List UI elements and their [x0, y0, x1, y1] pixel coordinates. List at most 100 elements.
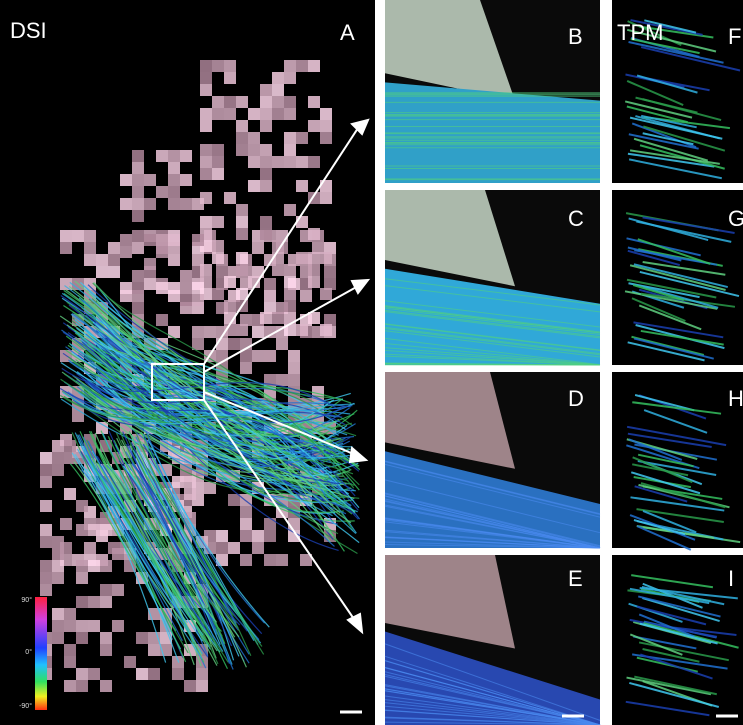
tissue-pixel — [132, 174, 144, 186]
colorbar-label: 90° — [21, 596, 32, 604]
tissue-pixel — [308, 228, 320, 240]
tissue-pixel — [100, 584, 112, 596]
tissue-pixel — [260, 156, 272, 168]
tissue-pixel — [284, 156, 296, 168]
tissue-pixel — [76, 500, 88, 512]
tissue-pixel — [76, 680, 88, 692]
panel-label: C — [568, 206, 584, 231]
tissue-pixel — [52, 572, 64, 584]
tissue-pixel — [84, 230, 96, 242]
tissue-pixel — [180, 270, 192, 282]
tissue-pixel — [100, 632, 112, 644]
tissue-pixel — [252, 542, 264, 554]
tissue-pixel — [264, 530, 276, 542]
tissue-pixel — [200, 120, 212, 132]
tissue-pixel — [144, 174, 156, 186]
tissue-pixel — [132, 162, 144, 174]
tissue-pixel — [296, 180, 308, 192]
tissue-pixel — [64, 644, 76, 656]
tissue-pixel — [204, 482, 216, 494]
tissue-pixel — [76, 524, 88, 536]
tissue-pixel — [84, 242, 96, 254]
tissue-pixel — [284, 288, 296, 300]
tissue-pixel — [40, 584, 52, 596]
panels-right — [385, 0, 743, 725]
tissue-pixel — [136, 632, 148, 644]
tissue-pixel — [308, 264, 320, 276]
tissue-pixel — [288, 374, 300, 386]
tissue-pixel — [184, 476, 196, 488]
tissue-pixel — [224, 300, 236, 312]
tissue-pixel — [284, 204, 296, 216]
tissue-pixel — [148, 668, 160, 680]
tissue-pixel — [224, 192, 236, 204]
tissue-pixel — [100, 596, 112, 608]
tissue-pixel — [196, 680, 208, 692]
tissue-pixel — [260, 108, 272, 120]
colorbar-label: 0° — [25, 648, 32, 656]
tissue-pixel — [40, 560, 52, 572]
tissue-pixel — [76, 560, 88, 572]
tissue-pixel — [252, 530, 264, 542]
tissue-pixel — [272, 96, 284, 108]
tissue-pixel — [236, 132, 248, 144]
tissue-pixel — [192, 198, 204, 210]
tissue-pixel — [52, 548, 64, 560]
tissue-pixel — [132, 230, 144, 242]
tissue-pixel — [192, 326, 204, 338]
tissue-pixel — [132, 282, 144, 294]
tissue-pixel — [180, 150, 192, 162]
tissue-pixel — [324, 266, 336, 278]
tissue-pixel — [108, 254, 120, 266]
tissue-pixel — [276, 554, 288, 566]
tissue-pixel — [76, 620, 88, 632]
tissue-pixel — [264, 518, 276, 530]
tissue-pixel — [212, 240, 224, 252]
tissue-pixel — [296, 252, 308, 264]
tissue-pixel — [132, 198, 144, 210]
tissue-pixel — [192, 338, 204, 350]
tissue-pixel — [260, 168, 272, 180]
tissue-pixel — [308, 60, 320, 72]
tissue-pixel — [212, 288, 224, 300]
tissue-pixel — [320, 120, 332, 132]
tissue-pixel — [120, 198, 132, 210]
tissue-pixel — [284, 72, 296, 84]
tissue-pixel — [264, 350, 276, 362]
tissue-pixel — [308, 120, 320, 132]
tissue-pixel — [272, 108, 284, 120]
tissue-pixel — [272, 72, 284, 84]
tissue-pixel — [236, 264, 248, 276]
tissue-pixel — [88, 620, 100, 632]
tissue-pixel — [288, 350, 300, 362]
tissue-pixel — [320, 132, 332, 144]
tissue-pixel — [64, 680, 76, 692]
tissue-pixel — [224, 72, 236, 84]
tissue-pixel — [64, 440, 76, 452]
tissue-pixel — [40, 476, 52, 488]
tissue-pixel — [72, 410, 84, 422]
colorbar-label: -90° — [19, 702, 32, 710]
tissue-pixel — [224, 96, 236, 108]
tissue-pixel — [260, 84, 272, 96]
panel-label: B — [568, 24, 583, 49]
tissue-pixel — [212, 144, 224, 156]
tissue-pixel — [236, 228, 248, 240]
tissue-pixel — [320, 324, 332, 336]
tissue-pixel — [216, 542, 228, 554]
tissue-pixel — [264, 554, 276, 566]
tissue-pixel — [236, 120, 248, 132]
tissue-pixel — [144, 258, 156, 270]
tissue-pixel — [132, 186, 144, 198]
tissue-pixel — [308, 156, 320, 168]
tissue-pixel — [76, 668, 88, 680]
tissue-pixel — [212, 60, 224, 72]
tissue-pixel — [260, 228, 272, 240]
tissue-pixel — [168, 162, 180, 174]
tissue-pixel — [172, 668, 184, 680]
tissue-pixel — [64, 608, 76, 620]
tissue-pixel — [76, 596, 88, 608]
figure: 90° 0° -90° DSI A B C D E TPM F G H I — [0, 0, 743, 725]
tissue-pixel — [96, 266, 108, 278]
tissue-pixel — [248, 144, 260, 156]
